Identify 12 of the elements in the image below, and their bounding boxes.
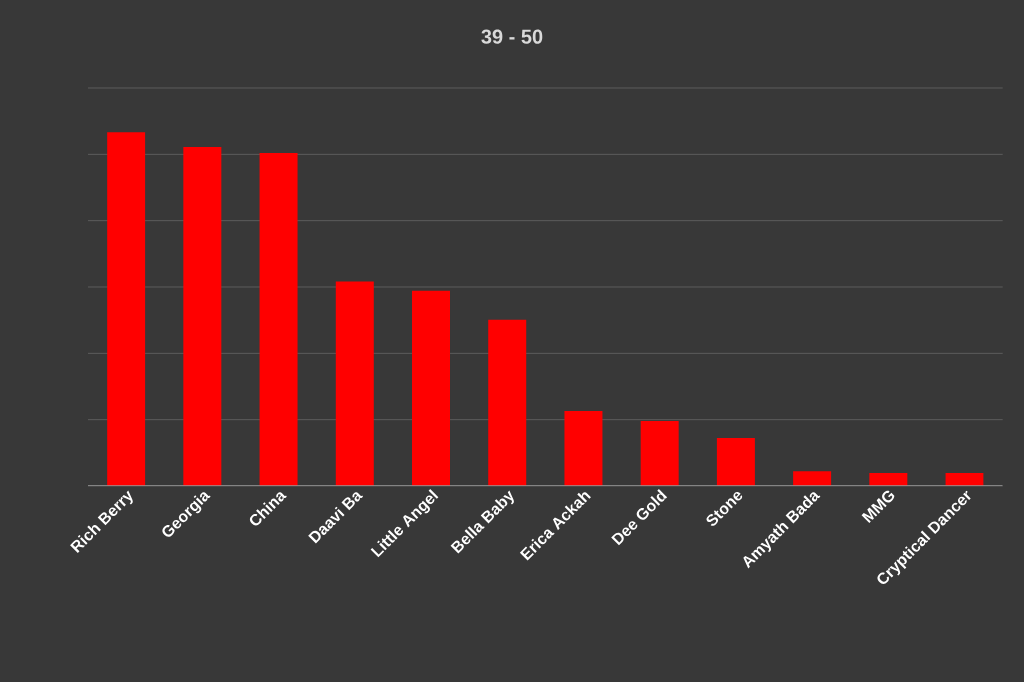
bar [869, 472, 908, 486]
bar [640, 420, 679, 486]
bar [488, 319, 527, 486]
bar [564, 411, 603, 486]
bar [183, 147, 222, 486]
bar [716, 437, 755, 486]
bar [259, 153, 298, 486]
bar [335, 281, 374, 486]
bar [412, 290, 450, 486]
bar [107, 132, 146, 486]
bar [793, 471, 832, 486]
chart-title: 39 - 50 [481, 29, 543, 44]
